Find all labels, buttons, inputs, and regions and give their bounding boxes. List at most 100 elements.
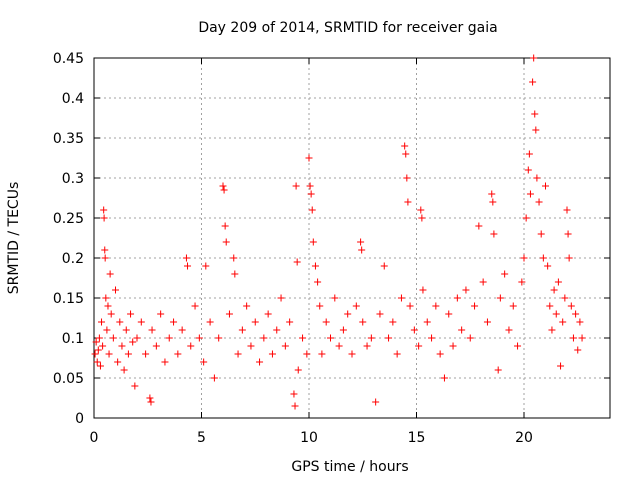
data-point (327, 334, 334, 342)
data-point (428, 334, 436, 342)
data-point (578, 334, 586, 342)
data-point (357, 238, 365, 246)
data-point (277, 294, 285, 302)
data-points (91, 54, 586, 410)
data-point (432, 302, 440, 310)
data-point (509, 302, 517, 310)
y-tick-label: 0.2 (62, 251, 84, 267)
data-point (307, 190, 315, 198)
data-point (415, 342, 423, 350)
data-point (114, 358, 122, 366)
data-point (100, 214, 108, 222)
data-point (418, 214, 426, 222)
data-point (490, 230, 498, 238)
data-point (348, 350, 356, 358)
data-point (161, 358, 169, 366)
data-point (225, 310, 233, 318)
data-point (401, 142, 409, 150)
data-point (526, 190, 534, 198)
data-point (569, 334, 577, 342)
data-point (529, 78, 537, 86)
data-point (559, 318, 567, 326)
data-point (101, 254, 109, 262)
x-tick-label: 0 (90, 430, 99, 446)
data-point (238, 326, 246, 334)
data-point (548, 326, 556, 334)
data-point (98, 318, 106, 326)
data-point (311, 262, 319, 270)
data-point (531, 110, 539, 118)
data-point (402, 150, 410, 158)
data-point (563, 206, 571, 214)
data-point (303, 350, 311, 358)
data-point (286, 318, 294, 326)
data-point (247, 342, 255, 350)
data-point (106, 270, 114, 278)
data-point (530, 54, 538, 62)
data-point (367, 334, 375, 342)
data-point (129, 338, 137, 346)
data-point (423, 318, 431, 326)
data-point (376, 310, 384, 318)
data-point (147, 398, 155, 406)
data-point (243, 302, 251, 310)
y-axis-label: SRMTID / TECUs (6, 182, 22, 295)
data-point (299, 334, 307, 342)
data-point (385, 334, 393, 342)
data-point (440, 374, 448, 382)
data-point (514, 342, 522, 350)
data-point (308, 206, 316, 214)
data-point (445, 310, 453, 318)
data-point (546, 302, 554, 310)
y-tick-label: 0.3 (62, 171, 84, 187)
data-point (200, 358, 208, 366)
data-point (404, 198, 412, 206)
x-tick-label: 20 (515, 430, 533, 446)
data-point (305, 154, 313, 162)
y-tick-label: 0.35 (53, 131, 84, 147)
data-point (489, 198, 497, 206)
data-point (178, 326, 186, 334)
data-point (91, 350, 99, 358)
data-point (231, 270, 239, 278)
data-point (359, 318, 367, 326)
plot-frame (93, 57, 611, 419)
data-point (524, 166, 532, 174)
y-tick-label: 0.1 (62, 331, 84, 347)
data-point (96, 362, 104, 370)
data-point (462, 286, 470, 294)
data-point (273, 326, 281, 334)
data-point (363, 342, 371, 350)
data-point (554, 278, 562, 286)
data-point (417, 206, 425, 214)
data-point (557, 362, 565, 370)
x-tick-label: 10 (300, 430, 318, 446)
data-point (436, 350, 444, 358)
data-point (103, 326, 111, 334)
data-point (102, 294, 110, 302)
data-point (101, 246, 109, 254)
data-point (318, 350, 326, 358)
data-point (234, 350, 242, 358)
data-point (335, 342, 343, 350)
data-point (537, 230, 545, 238)
data-point (471, 302, 479, 310)
data-point (518, 278, 526, 286)
data-point (187, 342, 195, 350)
data-point (564, 230, 572, 238)
data-point (479, 278, 487, 286)
data-point (294, 366, 302, 374)
data-point (550, 286, 558, 294)
chart-title: Day 209 of 2014, SRMTID for receiver gai… (198, 20, 497, 36)
data-point (133, 334, 141, 342)
data-point (290, 390, 298, 398)
data-point (572, 310, 580, 318)
data-point (148, 326, 156, 334)
data-point (331, 294, 339, 302)
data-point (449, 342, 457, 350)
data-point (520, 254, 528, 262)
data-point (533, 174, 541, 182)
data-point (131, 382, 139, 390)
data-point (109, 334, 117, 342)
